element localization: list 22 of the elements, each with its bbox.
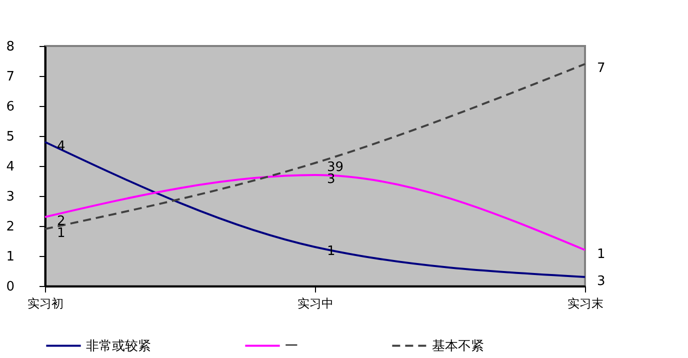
y-tick-label: 1 (6, 250, 14, 264)
x-tick-label: 实习初 (28, 296, 64, 310)
y-tick-label: 3 (6, 190, 14, 204)
y-tick-label: 5 (6, 130, 14, 144)
legend-label: 基本不紧 (432, 338, 484, 354)
y-tick-label: 8 (6, 40, 14, 54)
y-tick-label: 6 (6, 100, 14, 114)
annotation: 1 (57, 226, 66, 241)
x-tick-label: 实习中 (298, 296, 334, 310)
annotation: 1 (597, 247, 606, 262)
annotation: 2 (57, 214, 66, 229)
x-tick-label: 实习末 (568, 296, 604, 310)
y-tick-label: 4 (6, 160, 14, 174)
legend-label: 一 (285, 338, 298, 354)
annotation: 3 (327, 172, 336, 187)
annotation: 39 (327, 160, 344, 175)
legend-label: 非常或较紧 (86, 338, 151, 354)
y-tick-label: 2 (6, 220, 14, 234)
y-tick-label: 0 (6, 280, 14, 294)
y-tick-label: 7 (6, 70, 14, 84)
annotation: 3 (597, 274, 606, 289)
annotation: 7 (597, 61, 606, 76)
